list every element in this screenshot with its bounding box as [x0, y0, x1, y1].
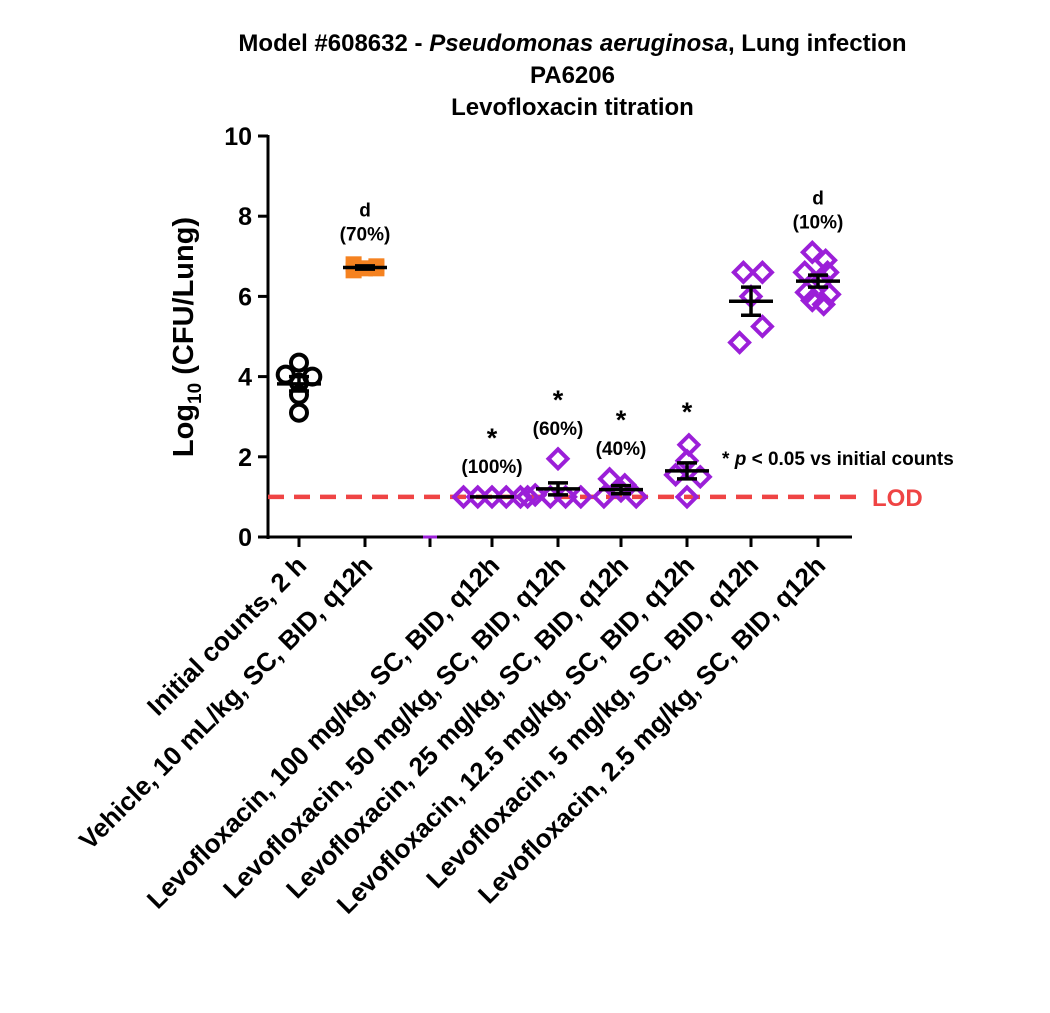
- data-point: [811, 292, 837, 317]
- chart-title-line-2: PA6206: [530, 62, 615, 89]
- chart-title-organism: Pseudomonas aeruginosa: [429, 30, 728, 57]
- data-point: [799, 239, 825, 265]
- significance-star: *: [487, 423, 498, 453]
- chart-title-line-1: Model #608632 - Pseudomonas aeruginosa, …: [0, 30, 1050, 58]
- data-point: [750, 314, 775, 339]
- letter-annotation: d: [359, 200, 371, 221]
- data-point: [515, 484, 540, 510]
- y-tick-label: 6: [238, 283, 252, 311]
- significance-star: *: [616, 405, 627, 435]
- y-tick-label: 10: [224, 123, 252, 151]
- data-point: [813, 247, 838, 273]
- significance-star: *: [682, 397, 693, 427]
- data-point: [817, 282, 842, 307]
- chart-title-suffix: , Lung infection: [727, 30, 907, 57]
- significance-footnote: * p < 0.05 vs initial counts: [722, 449, 954, 470]
- data-point: [674, 484, 700, 510]
- data-point: [687, 464, 713, 490]
- y-tick-label: 4: [238, 364, 252, 392]
- data-point: [750, 260, 775, 285]
- chart-title-line-3: Levofloxacin titration: [451, 94, 694, 121]
- y-tick-label: 8: [238, 203, 252, 231]
- y-tick-label: 0: [238, 524, 252, 552]
- data-point: [568, 484, 594, 510]
- data-point: [289, 352, 309, 373]
- y-axis-label: Log10 (CFU/Lung): [168, 217, 206, 457]
- letter-annotation: d: [812, 188, 824, 209]
- data-point: [727, 330, 752, 355]
- percent-annotation: (60%): [533, 419, 584, 440]
- significance-star: *: [553, 385, 564, 415]
- data-point: [289, 402, 309, 423]
- data-point: [545, 446, 571, 472]
- chart-title-prefix: Model #608632 -: [238, 30, 430, 57]
- data-point: [522, 482, 548, 508]
- percent-annotation: (70%): [340, 224, 391, 245]
- percent-annotation: (40%): [596, 439, 647, 460]
- y-tick-label: 2: [238, 444, 252, 472]
- data-point: [731, 260, 756, 285]
- data-point: [591, 484, 617, 510]
- percent-annotation: (100%): [461, 457, 522, 478]
- data-point: [608, 478, 634, 504]
- percent-annotation: (10%): [793, 212, 844, 233]
- lod-label: LOD: [872, 485, 923, 512]
